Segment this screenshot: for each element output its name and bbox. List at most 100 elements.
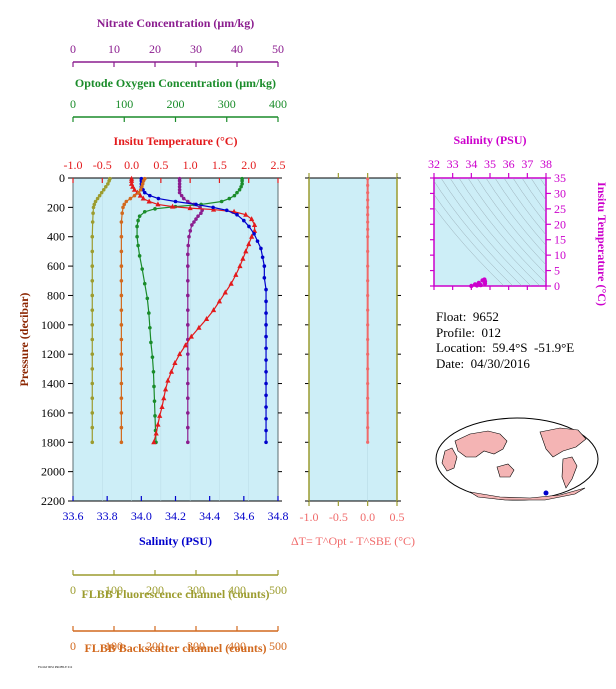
pressure-tick-label: 400 — [47, 230, 65, 244]
flbb-backscatter-point — [119, 381, 124, 386]
insitu-temperature-point — [249, 233, 255, 239]
nitrate-point — [188, 229, 193, 233]
flbb-fluorescence-point — [93, 199, 98, 204]
optode-oxygen-point — [232, 193, 237, 198]
flbb-backscatter-point — [128, 196, 133, 201]
salinity-axis-label: Salinity (PSU) — [139, 534, 212, 548]
flbb-fluorescence-point — [90, 264, 95, 268]
map-land-north-america — [539, 427, 587, 458]
flbb-backscatter-point — [119, 264, 124, 268]
optode-oxygen-point — [137, 214, 142, 218]
ts-x-tick-label: 35 — [484, 157, 496, 171]
delta-t-tick-label: -1.0 — [300, 510, 319, 524]
flbb-backscatter-point — [121, 205, 125, 210]
salinity-point — [264, 299, 268, 304]
flbb-fluorescence-point — [107, 179, 111, 183]
flbb-backscatter-point — [119, 396, 124, 401]
salinity-point — [156, 196, 161, 201]
flbb-fluorescence-point — [90, 308, 95, 312]
ts-y-tick-label: 35 — [554, 171, 566, 185]
location-text: Location: 59.4°S -51.9°E — [436, 340, 575, 355]
flbb-fluorescence-point — [92, 202, 97, 207]
flbb-backscatter-point — [119, 411, 124, 415]
footer-text: FLOAT 9652 PROFILE 012 — [38, 665, 73, 669]
ts-isoline — [458, 178, 546, 284]
nitrate-point — [186, 381, 190, 386]
float-location-marker — [543, 490, 549, 496]
ts-y-tick-label: 10 — [554, 248, 566, 262]
backscatter-tick-label: 0 — [70, 639, 76, 653]
backscatter-tick-label: 500 — [269, 639, 287, 653]
insitu-temperature-point — [196, 324, 202, 330]
ts-isoline — [521, 178, 546, 213]
salinity-point — [264, 440, 268, 445]
ts-isoline — [467, 178, 546, 275]
delta-t-point — [366, 396, 370, 400]
temperature-axis-label: Insitu Temperature (°C) — [114, 134, 238, 148]
date-text: Date: 04/30/2016 — [436, 355, 530, 371]
flbb-fluorescence-point — [101, 187, 106, 192]
flbb-fluorescence-point — [90, 381, 95, 386]
ts-isoline — [512, 178, 546, 225]
insitu-temperature-point — [165, 377, 171, 383]
pressure-tick-label: 800 — [47, 288, 65, 302]
fluorescence-tick-label: 500 — [269, 583, 287, 597]
optode-oxygen-point — [152, 384, 156, 389]
fluorescence-tick-label: 300 — [187, 583, 205, 597]
nitrate-point — [177, 179, 182, 183]
flbb-backscatter-point — [140, 185, 144, 189]
flbb-fluorescence-point — [90, 425, 95, 430]
flbb-fluorescence-point — [90, 234, 95, 239]
ts-isoline — [434, 206, 505, 286]
nitrate-point — [177, 182, 182, 186]
insitu-temperature-point — [168, 368, 174, 374]
pressure-tick-label: 1800 — [41, 435, 65, 449]
flbb-fluorescence-point — [90, 337, 95, 342]
optode-oxygen-point — [142, 209, 147, 214]
insitu-temperature-point — [130, 183, 136, 189]
temperature-tick-label: 1.0 — [183, 158, 198, 172]
insitu-temperature-point — [228, 280, 234, 286]
ts-isoline — [434, 194, 514, 286]
salinity-point — [235, 212, 239, 217]
ts-x-tick-label: 33 — [447, 157, 459, 171]
temperature-tick-label: 0.0 — [124, 158, 139, 172]
ts-isoline — [485, 178, 546, 256]
backscatter-tick-label: 200 — [146, 639, 164, 653]
temperature-tick-label: 1.5 — [212, 158, 227, 172]
insitu-temperature-point — [137, 192, 143, 198]
nitrate-point — [186, 440, 190, 445]
delta-t-point — [366, 213, 370, 217]
insitu-temperature-point — [222, 289, 228, 295]
nitrate-point — [181, 196, 186, 201]
salinity-point — [259, 246, 263, 251]
flbb-backscatter-point — [124, 199, 129, 204]
salinity-point — [142, 190, 147, 195]
insitu-temperature-point — [177, 351, 183, 357]
map-land-south-america — [561, 456, 578, 489]
oxygen-tick-label: 100 — [115, 97, 133, 111]
ts-density-contours — [434, 178, 546, 286]
salinity-point — [264, 405, 268, 409]
salinity-point — [247, 224, 251, 229]
flbb-backscatter-point — [141, 179, 146, 183]
insitu-temperature-point — [237, 263, 243, 269]
insitu-temperature-point — [172, 359, 178, 365]
temperature-tick-label: 2.5 — [271, 158, 286, 172]
optode-oxygen-point — [142, 281, 147, 286]
ts-y-tick-label: 15 — [554, 233, 566, 247]
salinity-point — [211, 205, 215, 210]
flbb-fluorescence-point — [95, 196, 100, 201]
optode-oxygen-point — [227, 196, 232, 201]
insitu-temperature-point — [162, 386, 169, 392]
salinity-point — [148, 193, 152, 198]
nitrate-tick-label: 0 — [70, 42, 76, 56]
float-id-text: Float: 9652 — [436, 309, 499, 324]
ts-title: Salinity (PSU) — [453, 133, 526, 147]
salinity-point — [264, 416, 268, 421]
ts-isoline — [440, 178, 532, 286]
nitrate-point — [177, 185, 182, 189]
insitu-temperature-point — [182, 342, 189, 348]
optode-oxygen-point — [150, 355, 155, 359]
